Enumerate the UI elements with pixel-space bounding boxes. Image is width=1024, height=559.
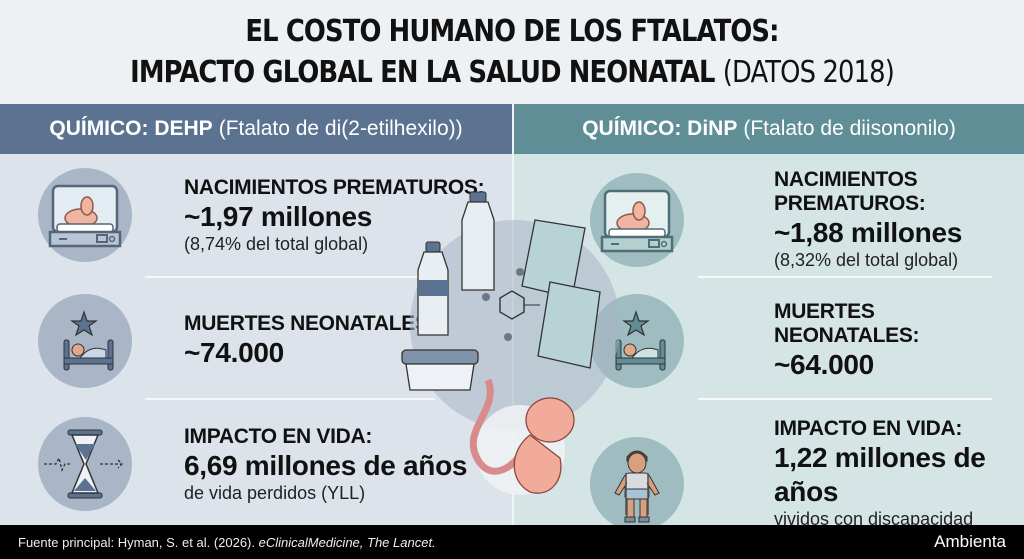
- stat-value: 1,22 millones de años: [774, 442, 986, 507]
- dehp-panel: QUÍMICO: DEHP (Ftalato de di(2-etilhexil…: [0, 104, 512, 525]
- title-area: EL COSTO HUMANO DE LOS FTALATOS: IMPACTO…: [0, 0, 1024, 104]
- stat-sub: de vida perdidos (YLL): [184, 482, 366, 503]
- stat-sub: (8,32% del total global): [774, 250, 959, 270]
- stat-value: ~1,88 millones: [774, 217, 963, 248]
- stat-value: ~64.000: [774, 349, 874, 380]
- stat-label: NACIMIENTOS PREMATUROS:: [184, 175, 485, 199]
- dehp-chemical-fullname: (Ftalato de di(2-etilhexilo)): [218, 117, 463, 140]
- stat-label: IMPACTO EN VIDA:: [774, 417, 963, 440]
- stat-label: IMPACTO EN VIDA:: [184, 424, 373, 448]
- divider: [698, 276, 992, 278]
- stat-value: 6,69 millones de años: [184, 449, 468, 481]
- hourglass-icon: [38, 417, 132, 511]
- stat-sub: (8,74% del total global): [184, 233, 369, 254]
- title-line-1: EL COSTO HUMANO DE LOS FTALATOS:: [245, 14, 779, 49]
- dinp-chemical-name: QUÍMICO: DiNP: [582, 117, 738, 140]
- child-leg-braces-icon: [590, 437, 684, 531]
- footer: Fuente principal: Hyman, S. et al. (2026…: [0, 525, 1024, 559]
- divider: [145, 276, 435, 278]
- dehp-chemical-name: QUÍMICO: DEHP: [49, 117, 213, 140]
- stat-label: MUERTES NEONATALES:: [184, 312, 436, 335]
- bed-star-icon: [38, 294, 132, 388]
- title-line-2: IMPACTO GLOBAL EN LA SALUD NEONATAL (DAT…: [72, 55, 953, 90]
- divider: [698, 398, 992, 400]
- dehp-panel-header: QUÍMICO: DEHP (Ftalato de di(2-etilhexil…: [0, 104, 512, 154]
- dehp-neonatal-deaths: MUERTES NEONATALES: ~74.000: [38, 294, 436, 388]
- stat-value: ~74.000: [184, 337, 284, 368]
- dinp-neonatal-deaths: MUERTES NEONATALES: ~64.000: [590, 294, 1024, 388]
- stat-value: ~1,97 millones: [184, 200, 373, 232]
- incubator-baby-icon: [38, 168, 132, 262]
- stat-label: NACIMIENTOS PREMATUROS:: [774, 168, 926, 215]
- source-prefix: Fuente principal: Hyman, S. et al. (2026…: [18, 534, 259, 550]
- title-line-2-bold: IMPACTO GLOBAL EN LA SALUD NEONATAL: [130, 55, 715, 90]
- source-citation: Fuente principal: Hyman, S. et al. (2026…: [18, 535, 436, 550]
- source-journal: eClinicalMedicine, The Lancet.: [258, 534, 436, 550]
- dinp-premature-births: NACIMIENTOS PREMATUROS: ~1,88 millones (…: [590, 168, 1024, 271]
- dehp-life-impact: IMPACTO EN VIDA: 6,69 millones de años d…: [38, 417, 467, 511]
- divider: [145, 398, 435, 400]
- dinp-chemical-fullname: (Ftalato de diisononilo): [743, 117, 956, 140]
- dinp-panel: QUÍMICO: DiNP (Ftalato de diisononilo) N…: [512, 104, 1024, 550]
- dehp-premature-births: NACIMIENTOS PREMATUROS: ~1,97 millones (…: [38, 168, 485, 262]
- stat-label: MUERTES NEONATALES:: [774, 300, 920, 347]
- bed-star-icon: [590, 294, 684, 388]
- dinp-panel-header: QUÍMICO: DiNP (Ftalato de diisononilo): [514, 104, 1024, 154]
- brand-logo: Ambienta: [934, 532, 1006, 551]
- incubator-baby-icon: [590, 172, 684, 267]
- title-line-2-year: (DATOS 2018): [722, 55, 895, 90]
